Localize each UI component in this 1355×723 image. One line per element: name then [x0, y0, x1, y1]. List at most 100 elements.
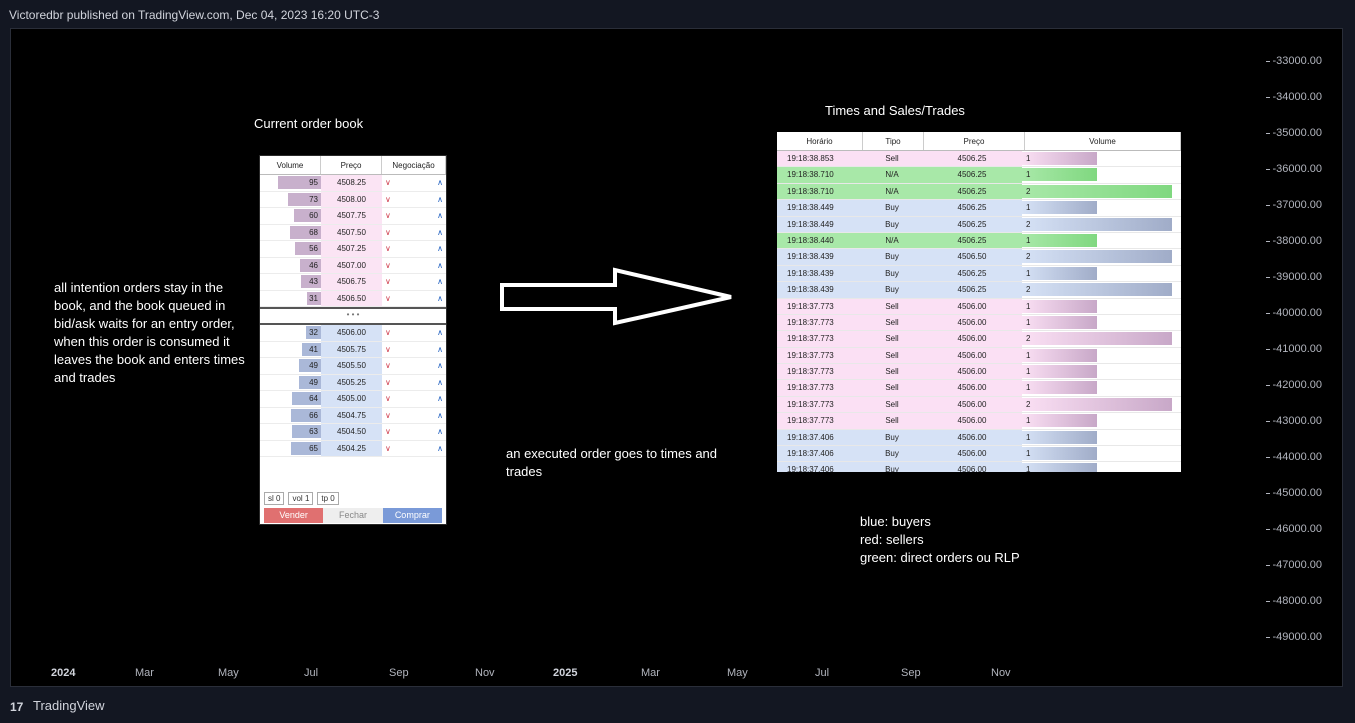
price-axis-label: -43000.00	[1266, 415, 1322, 427]
chevron-up-icon[interactable]: ∧	[437, 443, 443, 453]
trade-row: 19:18:38.439 Buy 4506.50 2	[777, 249, 1181, 266]
tradingview-logo-icon[interactable]: 17	[10, 700, 24, 714]
chevron-down-icon[interactable]: ∨	[385, 377, 391, 387]
trade-price: 4506.25	[922, 183, 1022, 200]
col-price: Preço	[321, 156, 383, 174]
volume-bar	[289, 225, 321, 239]
book-row: 56 4507.25 ∨ ∧	[260, 241, 446, 258]
trade-price: 4506.25	[922, 167, 1022, 183]
price-axis-label: -46000.00	[1266, 523, 1322, 535]
trade-price: 4506.00	[922, 413, 1022, 429]
book-negotiation: ∨ ∧	[382, 225, 446, 241]
chevron-down-icon[interactable]: ∨	[385, 394, 391, 404]
chevron-up-icon[interactable]: ∧	[437, 410, 443, 420]
book-price: 4508.00	[321, 191, 382, 207]
trade-price: 4506.00	[922, 462, 1022, 472]
trade-row: 19:18:38.439 Buy 4506.25 1	[777, 265, 1181, 283]
chevron-down-icon[interactable]: ∨	[385, 344, 391, 354]
book-price: 4506.00	[321, 325, 382, 341]
chevron-down-icon[interactable]: ∨	[385, 427, 391, 437]
chevron-down-icon[interactable]: ∨	[385, 178, 391, 188]
chevron-down-icon[interactable]: ∨	[385, 211, 391, 221]
book-negotiation: ∨ ∧	[382, 325, 446, 341]
price-axis-label: -49000.00	[1266, 631, 1322, 643]
book-negotiation: ∨ ∧	[382, 441, 446, 457]
sell-button[interactable]: Vender	[264, 508, 324, 523]
close-button[interactable]: Fechar	[323, 508, 383, 523]
chevron-down-icon[interactable]: ∨	[385, 277, 391, 287]
trade-row: 19:18:38.449 Buy 4506.25 1	[777, 200, 1181, 217]
brand-name[interactable]: TradingView	[33, 698, 105, 713]
chevron-up-icon[interactable]: ∧	[437, 344, 443, 354]
times-and-sales-image: Horário Tipo Preço Volume 19:18:38.853 Se…	[777, 132, 1181, 472]
book-row: 63 4504.50 ∨ ∧	[260, 424, 446, 441]
legend-green: green: direct orders ou RLP	[860, 550, 1020, 565]
chevron-up-icon[interactable]: ∧	[437, 194, 443, 204]
price-axis-label: -38000.00	[1266, 235, 1322, 247]
trade-volume-bar	[1022, 397, 1172, 411]
time-axis-label: Mar	[641, 667, 660, 679]
chevron-down-icon[interactable]: ∨	[385, 260, 391, 270]
trade-volume-bar	[1022, 315, 1097, 329]
chart-area[interactable]: -33000.00 -34000.00 -35000.00 -36000.00 -370…	[10, 28, 1343, 687]
trade-time: 19:18:38.853	[777, 151, 862, 167]
chevron-up-icon[interactable]: ∧	[437, 211, 443, 221]
chevron-down-icon[interactable]: ∨	[385, 244, 391, 254]
price-axis-label: -37000.00	[1266, 199, 1322, 211]
trade-row: 19:18:38.710 N/A 4506.25 2	[777, 183, 1181, 201]
buy-button[interactable]: Comprar	[382, 508, 442, 523]
price-axis-label: -48000.00	[1266, 595, 1322, 607]
trade-volume-bar	[1022, 299, 1097, 313]
chevron-up-icon[interactable]: ∧	[437, 394, 443, 404]
trade-type: Buy	[862, 446, 922, 462]
price-axis-label: -45000.00	[1266, 487, 1322, 499]
chevron-down-icon[interactable]: ∨	[385, 410, 391, 420]
trade-volume-bar	[1022, 266, 1097, 280]
trade-volume-bar	[1022, 430, 1097, 444]
trade-time: 19:18:37.773	[777, 314, 862, 331]
trade-volume: 1	[1022, 446, 1177, 461]
book-volume: 56	[260, 241, 321, 257]
trade-volume-bar	[1022, 250, 1172, 264]
chevron-up-icon[interactable]: ∧	[437, 260, 443, 270]
chevron-down-icon[interactable]: ∨	[385, 328, 391, 338]
price-axis-label: -40000.00	[1266, 307, 1322, 319]
chevron-up-icon[interactable]: ∧	[437, 244, 443, 254]
chevron-up-icon[interactable]: ∧	[437, 293, 443, 303]
book-row: 66 4504.75 ∨ ∧	[260, 407, 446, 424]
chevron-up-icon[interactable]: ∧	[437, 178, 443, 188]
chevron-up-icon[interactable]: ∧	[437, 277, 443, 287]
trade-volume-bar	[1022, 217, 1172, 231]
tp-field[interactable]: tp 0	[317, 492, 339, 505]
col-negotiation: Negociação	[382, 156, 446, 174]
chevron-up-icon[interactable]: ∧	[437, 377, 443, 387]
ask-rows: 95 4508.25 ∨ ∧ 73 4508.00 ∨ ∧ 60 4507.75 ∨ ∧ 68 4507.…	[260, 175, 446, 307]
chevron-up-icon[interactable]: ∧	[437, 427, 443, 437]
chevron-down-icon[interactable]: ∨	[385, 293, 391, 303]
trade-time: 19:18:38.439	[777, 249, 862, 265]
book-volume: 95	[260, 175, 321, 191]
trade-volume-bar	[1022, 365, 1097, 379]
chevron-down-icon[interactable]: ∨	[385, 227, 391, 237]
trade-volume: 1	[1022, 200, 1177, 215]
trade-row: 19:18:38.710 N/A 4506.25 1	[777, 167, 1181, 184]
book-price: 4504.25	[321, 440, 382, 456]
vol-field[interactable]: vol 1	[288, 492, 314, 505]
book-negotiation: ∨ ∧	[382, 291, 446, 307]
book-price: 4504.50	[321, 424, 382, 440]
chevron-down-icon[interactable]: ∨	[385, 443, 391, 453]
chevron-down-icon[interactable]: ∨	[385, 361, 391, 371]
chevron-up-icon[interactable]: ∧	[437, 227, 443, 237]
trade-type: N/A	[862, 183, 922, 200]
trade-type: Buy	[862, 265, 922, 282]
book-volume: 41	[260, 342, 321, 358]
legend-blue: blue: buyers	[860, 514, 931, 529]
trade-row: 19:18:38.449 Buy 4506.25 2	[777, 216, 1181, 233]
sl-field[interactable]: sl 0	[264, 492, 285, 505]
chevron-up-icon[interactable]: ∧	[437, 361, 443, 371]
trade-type: Sell	[862, 331, 922, 347]
chevron-down-icon[interactable]: ∨	[385, 194, 391, 204]
chevron-up-icon[interactable]: ∧	[437, 328, 443, 338]
trade-time: 19:18:38.449	[777, 216, 862, 232]
trade-time: 19:18:38.439	[777, 265, 862, 282]
